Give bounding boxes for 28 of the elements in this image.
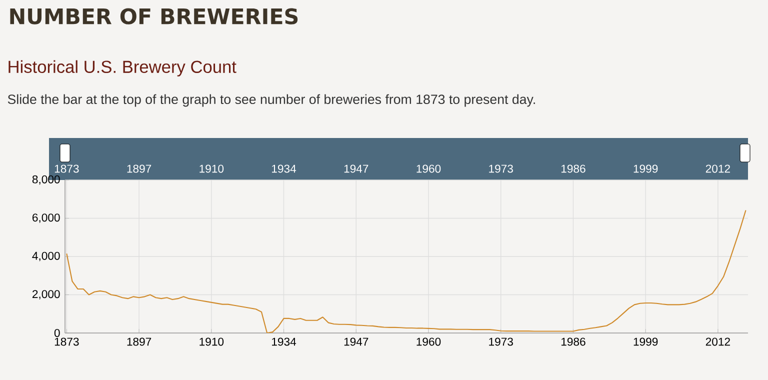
x-tick-label: 1910 — [200, 338, 224, 346]
x-tick-label: 1934 — [272, 338, 296, 346]
category-label: 1897 — [127, 164, 152, 173]
x-tick-label: 1973 — [489, 338, 513, 346]
category-label: 1934 — [272, 164, 296, 173]
x-tick-label: 1999 — [634, 338, 658, 346]
category-label: 1947 — [344, 164, 368, 173]
x-tick-label: 1986 — [561, 338, 586, 346]
category-label: 1960 — [416, 164, 441, 173]
chart-subtitle: Historical U.S. Brewery Count — [8, 60, 236, 76]
y-tick-label: 0 — [54, 328, 60, 338]
x-tick-label: 1947 — [344, 338, 368, 346]
category-label: 1873 — [54, 164, 79, 173]
chart-title: NUMBER OF BREWERIES — [10, 8, 298, 24]
category-label: 1910 — [200, 164, 224, 173]
x-tick-label: 2012 — [706, 338, 730, 346]
category-label: 2012 — [706, 164, 730, 173]
text: Slide the bar at the top of the graph to see number of breweries from 1873 to present day. — [8, 94, 535, 107]
category-label: 1999 — [634, 164, 658, 173]
category-label: 1973 — [489, 164, 513, 173]
category-label: 1986 — [561, 164, 586, 173]
x-tick-label: 1873 — [54, 338, 79, 346]
y-tick-label: 4,000 — [32, 252, 60, 262]
x-tick-label: 1897 — [127, 338, 152, 346]
y-tick-label: 2,000 — [32, 290, 60, 300]
y-tick-label: 6,000 — [32, 214, 60, 223]
x-tick-label: 1960 — [416, 338, 441, 346]
y-tick-label: 8,000 — [32, 175, 60, 185]
